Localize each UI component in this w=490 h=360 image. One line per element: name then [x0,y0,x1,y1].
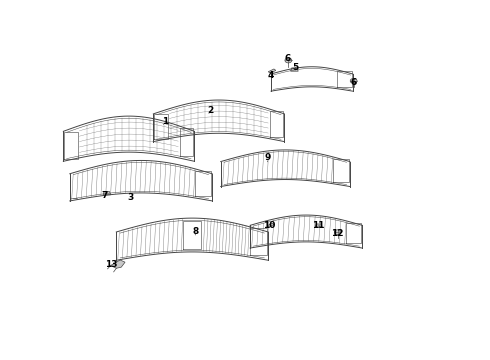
Text: 11: 11 [313,221,325,230]
Circle shape [350,78,357,84]
Polygon shape [315,224,322,227]
Polygon shape [291,68,298,71]
Text: 7: 7 [102,190,108,199]
Text: 8: 8 [192,227,198,236]
Text: 10: 10 [263,221,275,230]
Text: 13: 13 [105,260,118,269]
Text: 9: 9 [264,153,270,162]
Polygon shape [267,223,274,227]
Polygon shape [268,69,276,73]
Circle shape [285,58,292,63]
Text: 6: 6 [285,54,291,63]
Text: 5: 5 [293,63,299,72]
Polygon shape [103,192,111,195]
Text: 3: 3 [127,193,133,202]
Polygon shape [111,260,125,268]
Text: 12: 12 [331,229,344,238]
Text: 1: 1 [162,117,168,126]
Text: 4: 4 [268,71,274,80]
Text: 6: 6 [351,78,357,87]
Circle shape [334,230,341,235]
Text: 2: 2 [207,106,214,115]
